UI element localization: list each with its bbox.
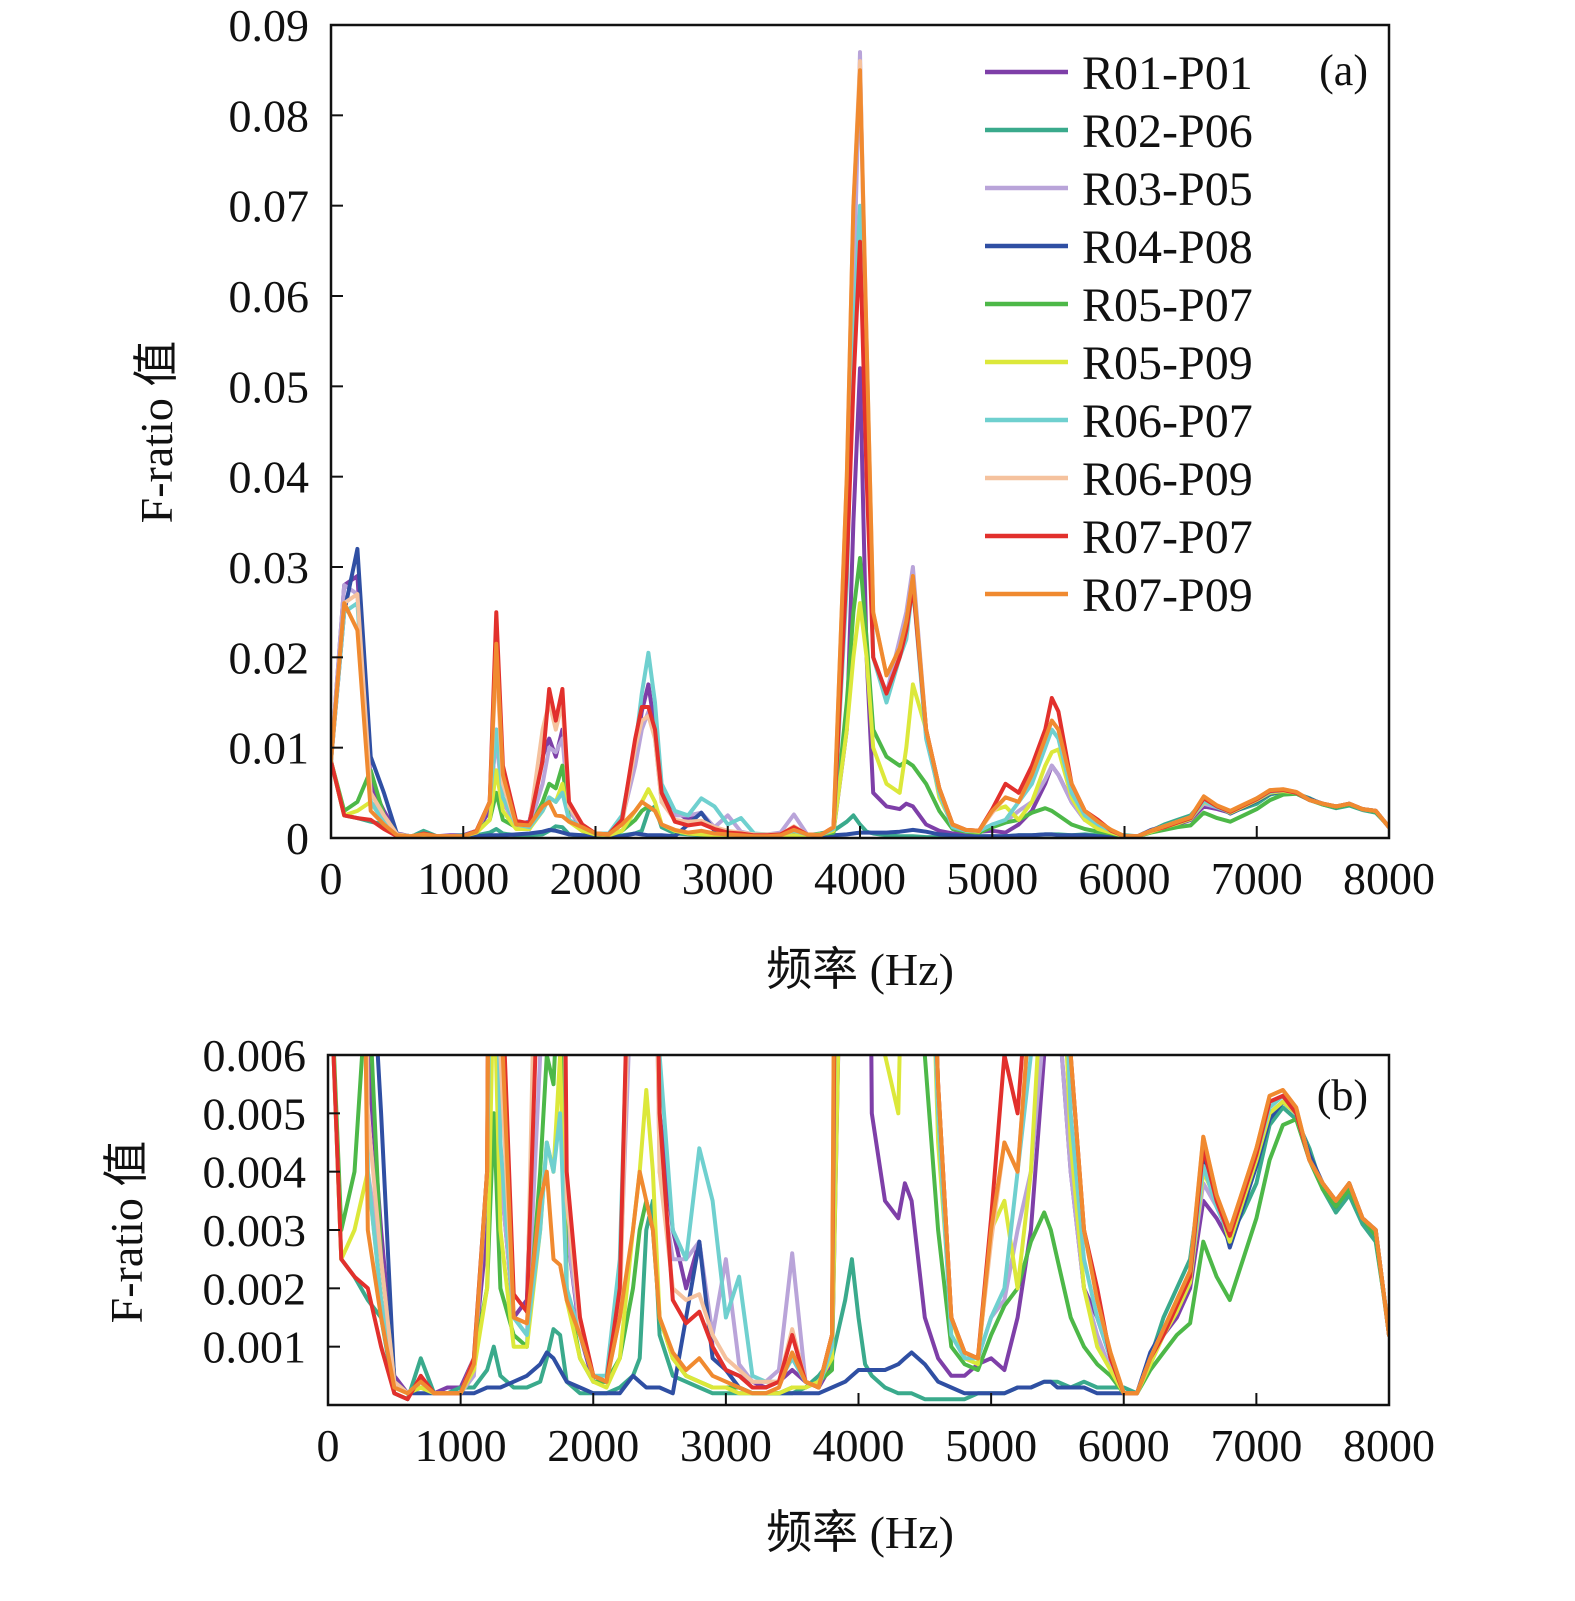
panel-a-x-tick-label: 4000 <box>814 853 906 904</box>
panel-b-label: (b) <box>1317 1071 1368 1120</box>
panel-a-xlabel: 频率 (Hz) <box>766 944 954 995</box>
panel-b-x-tick-label: 3000 <box>680 1420 772 1471</box>
panel-a-y-tick-label: 0.03 <box>229 542 310 593</box>
panel-b-x-tick-label: 1000 <box>415 1420 507 1471</box>
panel-a-y-tick-label: 0.07 <box>229 181 310 232</box>
panel-b-x-tick-label: 2000 <box>547 1420 639 1471</box>
panel-a-series <box>331 50 1389 838</box>
panel-b: 0 1000 2000 3000 4000 5000 6000 7000 8000 0.001 0.… <box>101 1030 1436 1558</box>
legend-label-r04-p08: R04-P08 <box>1082 221 1253 274</box>
legend-label-r07-p09: R07-P09 <box>1082 569 1253 622</box>
panel-a-x-tick-label: 3000 <box>682 853 774 904</box>
panel-b-x-tick-label: 7000 <box>1210 1420 1302 1471</box>
legend-label-r05-p09: R05-P09 <box>1082 337 1253 390</box>
panel-b-x-tick-label: 5000 <box>945 1420 1037 1471</box>
panel-b-y-tick-label: 0.006 <box>203 1030 307 1081</box>
panel-b-y-tick-label: 0.003 <box>203 1205 307 1256</box>
panel-a-x-tick-label: 6000 <box>1079 853 1171 904</box>
panel-b-ylabel: F-ratio 值 <box>101 1141 152 1324</box>
legend-label-r03-p05: R03-P05 <box>1082 163 1253 216</box>
panel-a-y-tick-label: 0.04 <box>229 452 310 503</box>
panel-a-x-tick-label: 7000 <box>1211 853 1303 904</box>
legend-label-r07-p07: R07-P07 <box>1082 511 1253 564</box>
panel-b-y-tick-label: 0.001 <box>203 1322 307 1373</box>
panel-b-axes: 0 1000 2000 3000 4000 5000 6000 7000 8000 0.001 0.… <box>203 1030 1436 1471</box>
legend-label-r01-p01: R01-P01 <box>1082 47 1253 100</box>
panel-a-y-tick-label: 0.09 <box>229 0 310 51</box>
legend-label-r05-p07: R05-P07 <box>1082 279 1253 332</box>
panel-b-series-line-r07-p09 <box>363 1055 1389 1396</box>
panel-b-x-tick-label: 8000 <box>1343 1420 1435 1471</box>
panel-a-y-tick-label: 0.05 <box>229 361 310 412</box>
panel-a-y-tick-label: 0.06 <box>229 271 310 322</box>
panel-a-ylabel: F-ratio 值 <box>131 341 182 524</box>
legend: R01-P01R02-P06R03-P05R04-P08R05-P07R05-P… <box>985 47 1253 622</box>
panel-a-series-line-r07-p09 <box>331 68 1389 838</box>
panel-a-x-tick-label: 2000 <box>550 853 642 904</box>
panel-b-x-tick-label: 0 <box>317 1420 340 1471</box>
legend-label-r06-p07: R06-P07 <box>1082 395 1253 448</box>
panel-b-y-tick-label: 0.004 <box>203 1147 307 1198</box>
panel-a-y-tick-label: 0.08 <box>229 90 310 141</box>
panel-a-x-tick-label: 1000 <box>417 853 509 904</box>
panel-b-y-tick-label: 0.002 <box>203 1263 307 1314</box>
panel-a-y-tick-label: 0.02 <box>229 632 310 683</box>
panel-a-y-tick-label: 0 <box>286 813 309 864</box>
panel-a-y-tick-label: 0.01 <box>229 723 310 774</box>
panel-b-x-tick-label: 6000 <box>1078 1420 1170 1471</box>
panel-a-x-tick-label: 5000 <box>946 853 1038 904</box>
panel-b-x-tick-label: 4000 <box>813 1420 905 1471</box>
panel-a-x-tick-label: 0 <box>320 853 343 904</box>
panel-a-axes: 0 1000 2000 3000 4000 5000 6000 7000 8000 0 0.01 0.… <box>229 0 1436 904</box>
legend-label-r02-p06: R02-P06 <box>1082 105 1253 158</box>
panel-a: 0 1000 2000 3000 4000 5000 6000 7000 8000 0 0.01 0.… <box>131 0 1435 995</box>
panel-b-series <box>331 1055 1389 1402</box>
panel-a-label: (a) <box>1319 46 1368 95</box>
panel-b-xlabel: 频率 (Hz) <box>766 1507 954 1558</box>
panel-a-x-tick-label: 8000 <box>1343 853 1435 904</box>
panel-b-y-tick-label: 0.005 <box>203 1088 307 1139</box>
legend-label-r06-p09: R06-P09 <box>1082 453 1253 506</box>
